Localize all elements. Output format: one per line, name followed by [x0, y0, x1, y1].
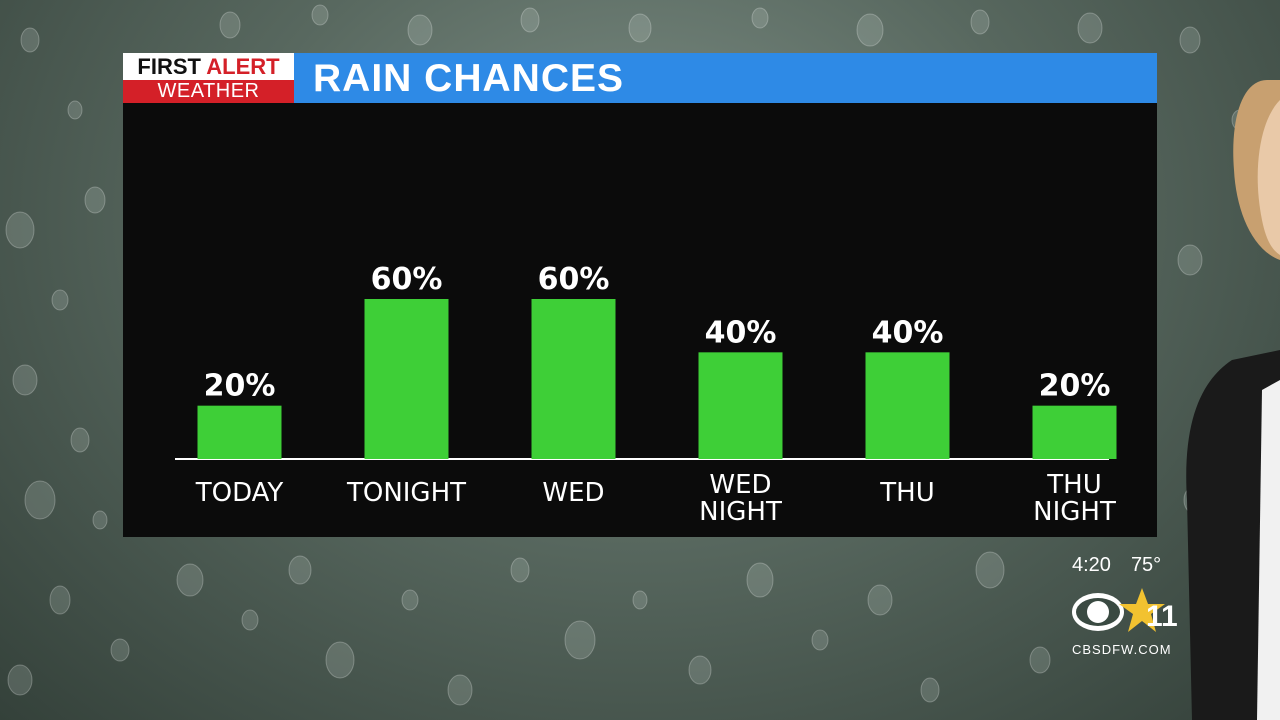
station-number: 11 [1146, 600, 1178, 633]
chart-header: FIRST ALERT WEATHER RAIN CHANCES [123, 53, 1157, 103]
chart-panel: FIRST ALERT WEATHER RAIN CHANCES 20% TODA… [123, 53, 1157, 537]
logo-weather: WEATHER [123, 80, 294, 103]
cbs-11-logo: 11 [1072, 588, 1178, 633]
logo-alert: ALERT [206, 54, 280, 79]
current-temperature: 75° [1130, 554, 1162, 576]
category-label: THU [879, 478, 934, 508]
station-website: CBSDFW.COM [1072, 642, 1172, 657]
time-temperature-readout: 4:20 75° [1072, 554, 1161, 577]
category-label: WED NIGHT [699, 470, 782, 527]
category-label: TODAY [195, 478, 284, 508]
value-label: 40% [872, 315, 944, 350]
first-alert-weather-logo: FIRST ALERT WEATHER [123, 53, 294, 103]
category-label: WED [542, 478, 604, 508]
bar-thu [865, 352, 950, 459]
clock-time: 4:20 [1072, 554, 1111, 576]
cbs-eye-icon [1072, 593, 1124, 631]
star-icon [1119, 588, 1165, 632]
rain-chance-bar-chart: 20% TODAY 60% TONIGHT 60% WED 40% WED NIGHT 40% TH… [175, 262, 1117, 527]
value-label: 20% [204, 369, 276, 404]
value-label: 20% [1039, 369, 1111, 404]
bar-thu-night [1032, 405, 1117, 459]
bars-group: 20% TODAY 60% TONIGHT 60% WED 40% WED NIGHT 40% TH… [195, 262, 1117, 527]
bar-wed-night [698, 352, 783, 459]
bar-tonight [364, 299, 449, 459]
presenter-figure [1186, 80, 1280, 720]
value-label: 40% [705, 315, 777, 350]
logo-first: FIRST [137, 54, 201, 79]
bar-wed [531, 299, 616, 459]
category-label: THU NIGHT [1033, 470, 1116, 527]
category-label: TONIGHT [346, 478, 466, 508]
bar-today [197, 405, 282, 459]
chart-title: RAIN CHANCES [313, 57, 625, 100]
value-label: 60% [371, 262, 443, 297]
value-label: 60% [538, 262, 610, 297]
